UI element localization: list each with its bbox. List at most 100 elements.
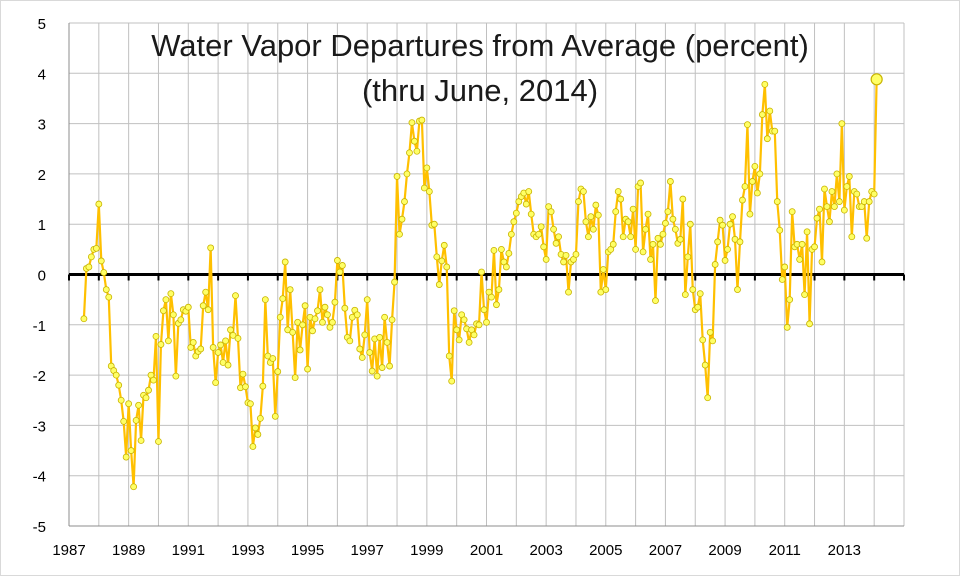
data-point — [418, 116, 426, 124]
data-point — [671, 225, 679, 233]
data-point — [562, 251, 570, 259]
data-point — [498, 245, 505, 253]
x-tick-label: 2007 — [649, 542, 682, 559]
data-point — [580, 188, 587, 195]
data-point — [575, 198, 582, 205]
data-point — [386, 362, 393, 370]
data-point — [314, 307, 321, 315]
data-point — [366, 349, 374, 356]
y-tick-label: 4 — [38, 66, 46, 83]
data-point — [652, 297, 659, 305]
data-point — [803, 228, 811, 236]
data-point — [627, 233, 635, 241]
data-point — [662, 219, 669, 227]
data-point — [734, 286, 741, 293]
data-point — [222, 337, 229, 345]
data-point — [642, 225, 649, 233]
data-point — [254, 431, 262, 438]
data-point — [535, 230, 543, 238]
data-point — [659, 230, 667, 238]
data-point — [649, 240, 657, 248]
data-point — [358, 354, 366, 361]
data-point — [411, 137, 418, 145]
data-point — [749, 178, 756, 185]
data-point — [840, 206, 848, 214]
data-point — [329, 318, 336, 326]
data-point — [346, 337, 354, 345]
data-point — [321, 303, 329, 311]
data-point — [863, 234, 871, 242]
y-tick-label: 1 — [38, 217, 46, 234]
data-point — [150, 376, 157, 384]
data-point — [269, 355, 277, 362]
data-point — [726, 220, 734, 228]
data-point-latest — [870, 73, 883, 86]
data-point — [162, 296, 170, 304]
data-point — [157, 341, 165, 348]
data-point — [821, 185, 828, 193]
data-point — [746, 210, 754, 218]
data-point — [165, 337, 172, 345]
x-tick-label: 1989 — [112, 542, 145, 559]
data-point — [102, 286, 110, 293]
data-point — [828, 188, 836, 195]
data-point — [440, 241, 448, 249]
data-point — [629, 205, 637, 213]
data-point — [845, 173, 853, 180]
data-point — [438, 257, 446, 265]
data-point — [696, 290, 704, 298]
data-point — [666, 178, 674, 185]
y-tick-label: 5 — [38, 16, 46, 33]
data-point — [714, 238, 722, 246]
data-point — [393, 173, 401, 180]
data-point — [835, 198, 843, 205]
data-point — [341, 304, 349, 312]
data-point — [316, 286, 324, 293]
data-point — [453, 326, 461, 334]
data-point — [806, 320, 813, 328]
data-point — [773, 198, 781, 205]
data-point — [112, 371, 120, 379]
data-point — [286, 286, 294, 293]
data-point — [681, 291, 689, 299]
data-point — [276, 313, 284, 321]
data-point — [565, 288, 572, 296]
data-point — [813, 214, 821, 222]
x-tick-label: 1997 — [351, 542, 384, 559]
data-point — [470, 331, 478, 339]
data-point — [632, 245, 640, 253]
data-point — [624, 218, 632, 226]
data-point — [694, 303, 702, 311]
data-point — [353, 311, 361, 319]
data-point — [406, 149, 413, 157]
data-point — [589, 225, 597, 233]
data-point — [160, 307, 167, 315]
data-point — [736, 238, 744, 246]
data-point — [227, 326, 234, 334]
x-tick-label: 1991 — [172, 542, 205, 559]
data-point — [137, 437, 145, 444]
data-point — [247, 400, 254, 408]
data-point — [510, 218, 518, 226]
data-point — [826, 218, 833, 226]
data-point — [617, 195, 625, 203]
data-point — [291, 374, 299, 382]
data-point — [572, 250, 580, 258]
y-tick-label: 2 — [38, 167, 46, 184]
data-point — [689, 286, 697, 293]
data-point — [831, 203, 838, 210]
data-point — [493, 301, 500, 309]
data-point — [739, 196, 746, 204]
data-point — [172, 372, 180, 380]
data-point — [142, 394, 150, 402]
data-point — [204, 306, 212, 314]
data-point — [483, 318, 490, 326]
data-point — [609, 240, 617, 248]
data-point — [505, 249, 513, 257]
chart-title: Water Vapor Departures from Average (per… — [151, 28, 809, 63]
data-point — [502, 263, 510, 271]
data-point — [279, 295, 287, 303]
data-point — [657, 240, 664, 248]
data-point — [127, 447, 135, 454]
data-point — [475, 321, 483, 329]
